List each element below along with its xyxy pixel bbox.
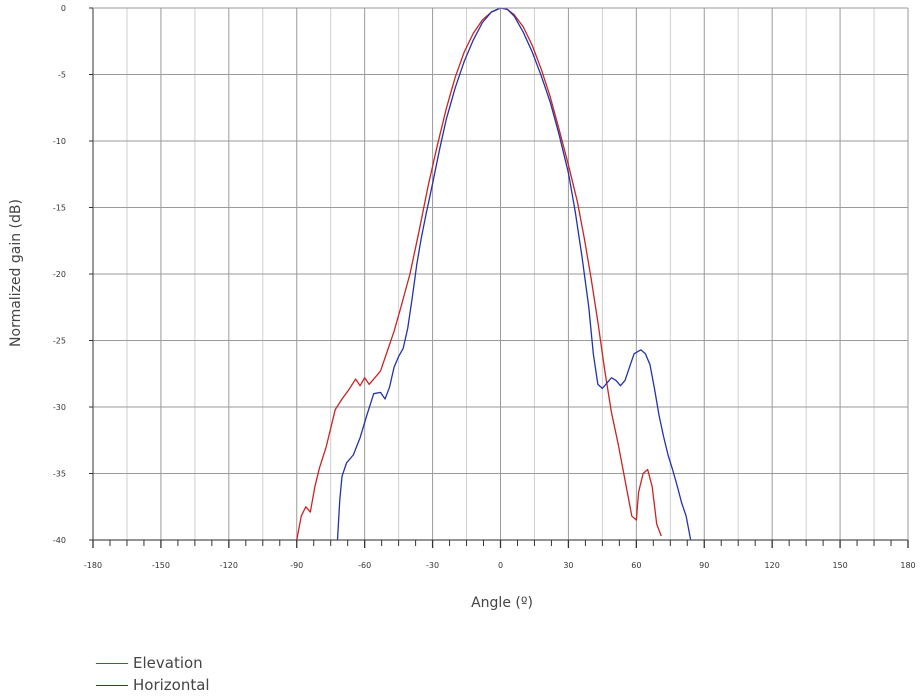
y-tick-label: -25: [53, 337, 66, 346]
series-line-elevation: [296, 7, 662, 541]
y-tick-label: -40: [53, 536, 66, 545]
series-line-horizontal: [336, 7, 692, 541]
x-tick-label: 90: [699, 561, 709, 570]
series-lines: [296, 7, 692, 541]
legend-swatch-horizontal: [96, 684, 128, 686]
legend-item-horizontal: Horizontal: [96, 674, 210, 696]
tick-labels: -180 -150 -120 -90 -60 -30 0 30 60 90 120 150 180 0 -5…: [53, 4, 916, 570]
x-axis-title: Angle (º): [471, 595, 533, 611]
y-axis-title: Normalized gain (dB): [8, 199, 24, 347]
y-tick-label: -30: [53, 403, 66, 412]
x-tick-label: 60: [631, 561, 641, 570]
chart-container: -180 -150 -120 -90 -60 -30 0 30 60 90 120 150 180 0 -5…: [8, 4, 916, 694]
x-tick-label: -150: [152, 561, 170, 570]
y-tick-label: -10: [53, 137, 66, 146]
x-tick-label: 120: [765, 561, 780, 570]
y-tick-label: -20: [53, 270, 66, 279]
x-tick-label: 0: [498, 561, 503, 570]
x-tick-label: -30: [426, 561, 439, 570]
legend-label-elevation: Elevation: [133, 654, 203, 672]
x-tick-label: 180: [900, 561, 915, 570]
legend-swatch-elevation: [96, 662, 128, 664]
radiation-pattern-chart: -180 -150 -120 -90 -60 -30 0 30 60 90 120 150 180 0 -5…: [8, 4, 916, 611]
y-tick-label: -5: [58, 71, 66, 80]
x-tick-label: -180: [84, 561, 102, 570]
legend-item-elevation: Elevation: [96, 652, 210, 674]
x-tick-label: -120: [220, 561, 238, 570]
x-tick-label: 150: [832, 561, 847, 570]
x-tick-label: 30: [563, 561, 573, 570]
y-tick-label: 0: [61, 4, 66, 13]
grid: [93, 8, 908, 540]
x-tick-label: -90: [290, 561, 303, 570]
y-tick-label: -15: [53, 204, 66, 213]
plot-frame: [89, 7, 909, 548]
x-tick-label: -60: [358, 561, 371, 570]
legend: Elevation Horizontal: [96, 652, 210, 696]
y-tick-label: -35: [53, 470, 66, 479]
